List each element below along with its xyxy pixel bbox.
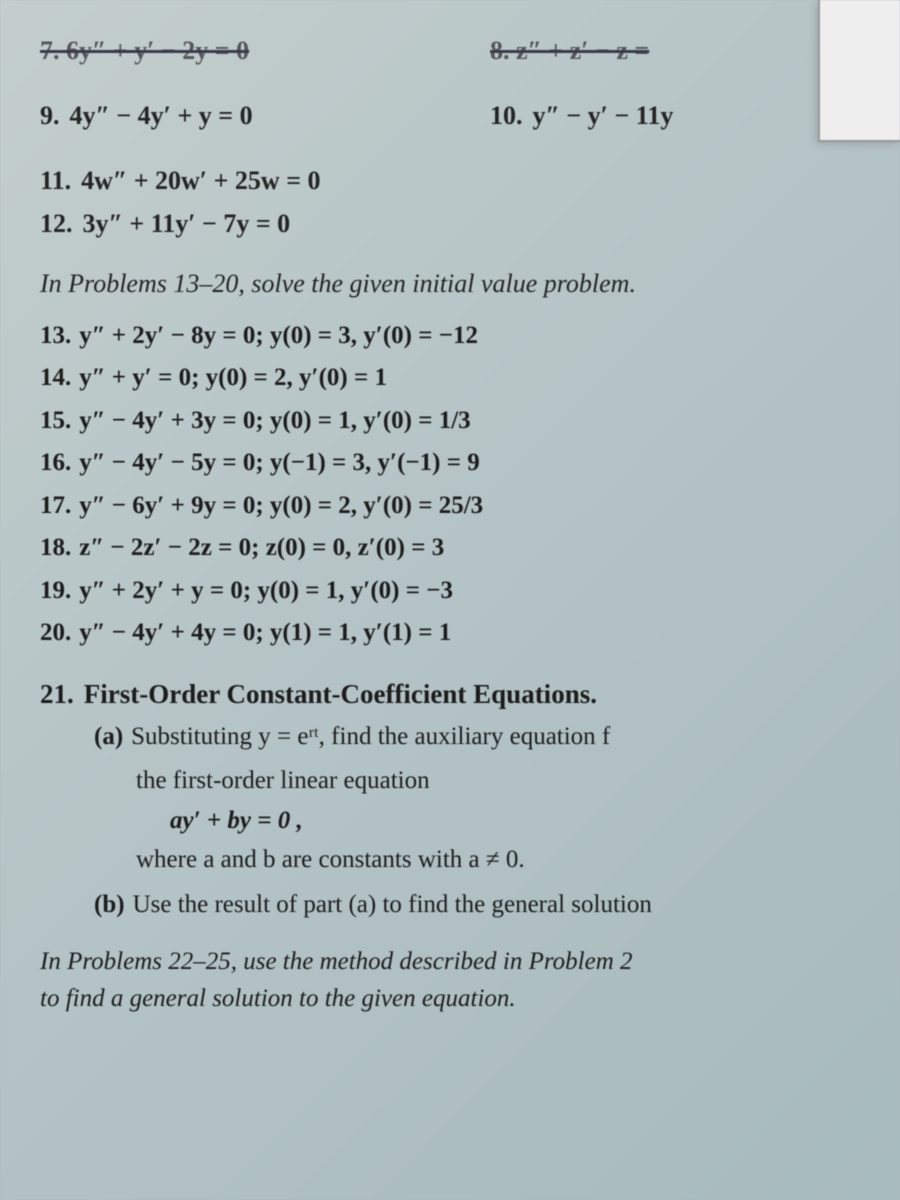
problem-number: 13. bbox=[40, 322, 71, 349]
problem-9: 9. 4y″ − 4y′ + y = 0 bbox=[40, 95, 430, 138]
problem-21a-equation: ay′ + by = 0 , bbox=[170, 807, 880, 835]
problem-number: 11. bbox=[40, 166, 71, 195]
subpart-text: Substituting y = eʳᵗ, find the auxiliary… bbox=[131, 723, 610, 750]
problem-17: 17. y″ − 6y′ + 9y = 0; y(0) = 2, y′(0) = … bbox=[40, 485, 880, 528]
problem-text: y″ − 6y′ + 9y = 0; y(0) = 2, y′(0) = 25/… bbox=[79, 492, 483, 519]
problem-number: 15. bbox=[40, 407, 71, 434]
subpart-text: Use the result of part (a) to find the g… bbox=[133, 891, 652, 918]
problem-19: 19. y″ + 2y′ + y = 0; y(0) = 1, y′(0) = −… bbox=[40, 570, 880, 613]
problem-text: y″ + 2y′ + y = 0; y(0) = 1, y′(0) = −3 bbox=[79, 577, 453, 604]
problem-number: 9. bbox=[40, 101, 60, 130]
problem-14: 14. y″ + y′ = 0; y(0) = 2, y′(0) = 1 bbox=[40, 357, 880, 400]
problem-number: 19. bbox=[40, 577, 71, 604]
problem-equation: 4y″ − 4y′ + y = 0 bbox=[70, 101, 253, 130]
problem-text: y″ − 4y′ + 4y = 0; y(1) = 1, y′(1) = 1 bbox=[79, 619, 451, 646]
problem-21a-line2: the first-order linear equation bbox=[136, 762, 880, 801]
problem-13: 13. y″ + 2y′ − 8y = 0; y(0) = 3, y′(0) = … bbox=[40, 315, 880, 358]
problem-text: y″ + 2y′ − 8y = 0; y(0) = 3, y′(0) = −12 bbox=[79, 322, 478, 349]
problem-11: 11. 4w″ + 20w′ + 25w = 0 bbox=[40, 160, 880, 203]
problem-number: 10. bbox=[490, 101, 523, 130]
problem-number: 20. bbox=[40, 619, 71, 646]
problem-16: 16. y″ − 4y′ − 5y = 0; y(−1) = 3, y′(−1) … bbox=[40, 442, 880, 485]
problems-row-1: 9. 4y″ − 4y′ + y = 0 10. y″ − y′ − 11y bbox=[40, 95, 880, 138]
problem-18: 18. z″ − 2z′ − 2z = 0; z(0) = 0, z′(0) = … bbox=[40, 527, 880, 570]
problem-number: 12. bbox=[40, 209, 73, 238]
corner-overlay bbox=[818, 0, 900, 142]
problem-text: y″ − 4y′ − 5y = 0; y(−1) = 3, y′(−1) = 9 bbox=[79, 449, 479, 476]
struck-row: 7. 6y″ + y′ − 2y = 0 8. z″ + z′ − z = bbox=[40, 30, 880, 73]
problem-21a: (a) Substituting y = eʳᵗ, find the auxili… bbox=[94, 718, 880, 757]
problem-21a-line3: where a and b are constants with a ≠ 0. bbox=[136, 841, 880, 880]
subpart-label: (a) bbox=[94, 723, 123, 750]
problem-equation: 3y″ + 11y′ − 7y = 0 bbox=[83, 209, 291, 238]
problem-text: z″ − 2z′ − 2z = 0; z(0) = 0, z′(0) = 3 bbox=[79, 534, 444, 561]
problem-text: y″ − 4y′ + 3y = 0; y(0) = 1, y′(0) = 1/3 bbox=[79, 407, 470, 434]
problem-equation: y″ − y′ − 11y bbox=[533, 101, 674, 130]
problem-7-struck: 7. 6y″ + y′ − 2y = 0 bbox=[40, 30, 430, 73]
textbook-page: 7. 6y″ + y′ − 2y = 0 8. z″ + z′ − z = 9.… bbox=[0, 0, 900, 1200]
problem-number: 18. bbox=[40, 534, 71, 561]
ivp-instruction: In Problems 13–20, solve the given initi… bbox=[40, 264, 880, 303]
problem-12: 12. 3y″ + 11y′ − 7y = 0 bbox=[40, 203, 880, 246]
problem-text: y″ + y′ = 0; y(0) = 2, y′(0) = 1 bbox=[79, 364, 387, 391]
problem-heading: First-Order Constant-Coefficient Equatio… bbox=[84, 679, 597, 709]
problem-15: 15. y″ − 4y′ + 3y = 0; y(0) = 1, y′(0) = … bbox=[40, 400, 880, 443]
problem-number: 14. bbox=[40, 364, 71, 391]
problem-number: 16. bbox=[40, 449, 71, 476]
problem-20: 20. y″ − 4y′ + 4y = 0; y(1) = 1, y′(1) = … bbox=[40, 612, 880, 655]
problem-21b: (b) Use the result of part (a) to find th… bbox=[94, 886, 880, 925]
instruction-22-25-line1: In Problems 22–25, use the method descri… bbox=[40, 943, 880, 981]
problem-21-title: 21. First-Order Constant-Coefficient Equa… bbox=[40, 679, 880, 710]
subpart-label: (b) bbox=[94, 891, 125, 918]
problem-equation: 4w″ + 20w′ + 25w = 0 bbox=[81, 166, 320, 195]
instruction-22-25-line2: to find a general solution to the given … bbox=[40, 980, 880, 1018]
problem-number: 21. bbox=[40, 679, 74, 709]
problem-number: 17. bbox=[40, 492, 71, 519]
